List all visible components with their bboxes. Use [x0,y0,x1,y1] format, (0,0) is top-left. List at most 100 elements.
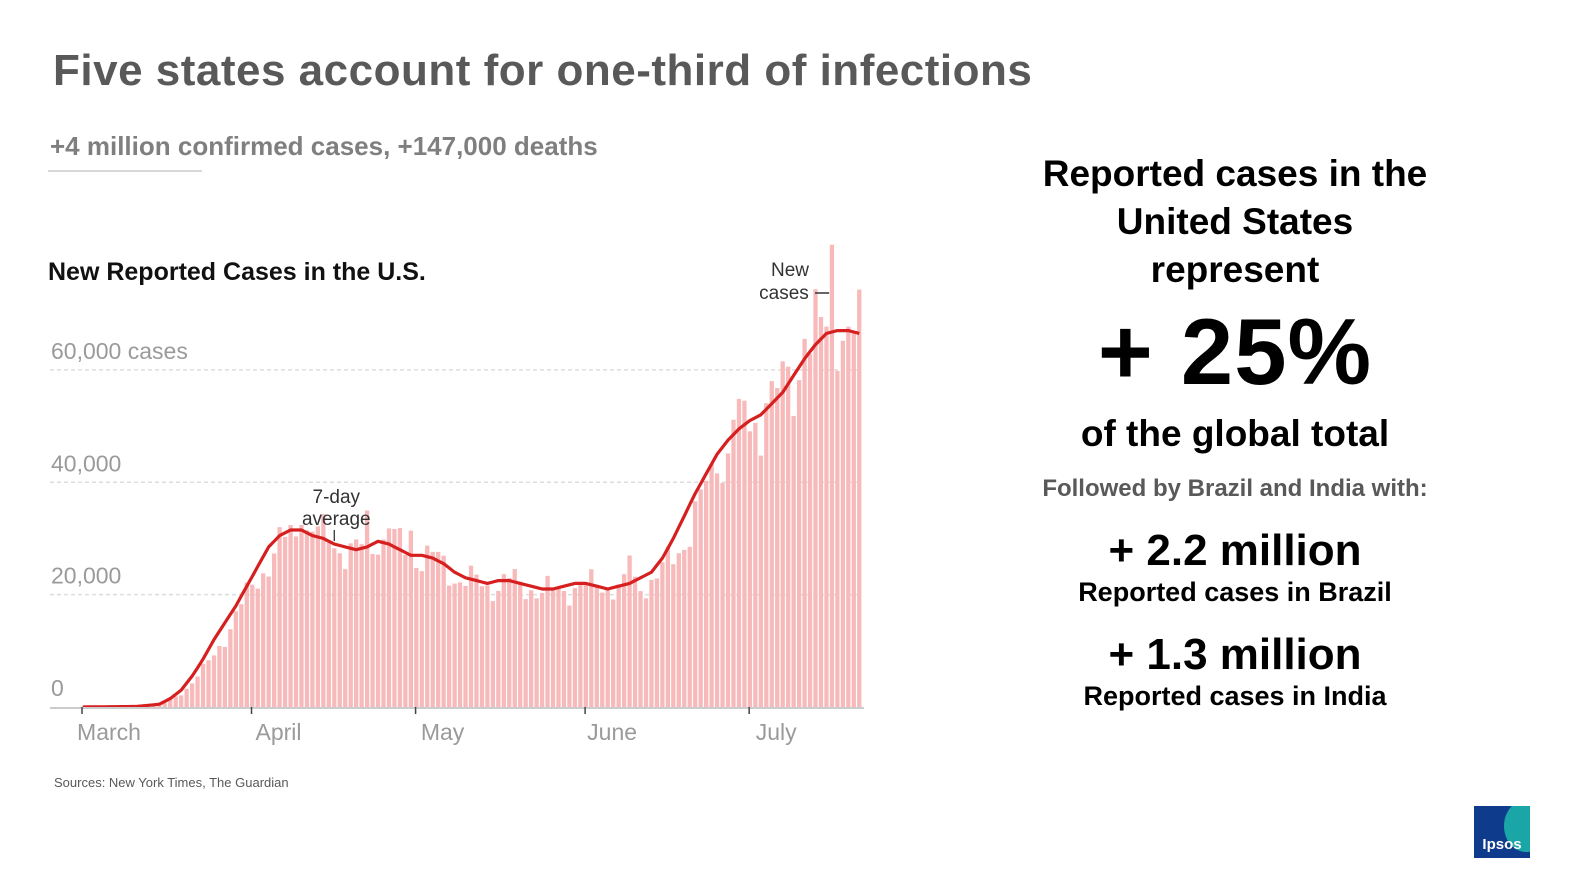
daily-case-bar [206,660,211,707]
daily-case-bar [693,501,698,707]
daily-case-bar [539,592,545,707]
india-cases-label: Reported cases in India [1083,681,1387,711]
daily-case-bar [649,579,654,707]
y-tick-label: 40,000 [51,450,121,476]
average-line-group [82,329,860,709]
daily-case-bar [326,542,331,707]
daily-case-bar [501,574,506,707]
daily-case-bar [293,536,299,707]
daily-case-bar [343,569,348,707]
daily-case-bar [665,546,671,707]
daily-case-bar [813,289,818,707]
daily-case-bar [173,696,178,707]
daily-case-bar [436,551,441,707]
daily-case-bar [758,455,763,707]
daily-case-bar [791,415,796,707]
daily-case-bar [632,576,638,707]
india-cases-value: + 1.3 million [1108,630,1362,679]
daily-case-bar [605,587,610,707]
daily-case-bar [736,398,742,707]
daily-case-bar [474,574,479,707]
daily-case-bar [392,529,397,707]
chart-title: New Reported Cases in the U.S. [48,258,426,286]
daily-case-bar [277,527,282,707]
daily-case-bar [512,569,517,707]
daily-case-bar [266,576,271,707]
daily-case-bar [720,482,725,707]
daily-case-bar [802,338,807,707]
daily-case-bar [709,463,714,707]
daily-case-bar [485,585,490,707]
daily-case-bar [217,646,222,707]
panel-heading-line: United States [1116,201,1354,242]
daily-case-bar [168,699,173,707]
y-tick-label: 20,000 [51,563,121,589]
x-tick-label: May [421,719,465,745]
x-tick-label: March [77,719,141,745]
daily-case-bar [818,317,824,707]
daily-case-bar [304,530,310,707]
daily-case-bar [654,578,660,707]
daily-case-bar [780,361,785,707]
x-tick-label: July [756,719,797,745]
x-tick-label: April [256,719,302,745]
daily-case-bar [348,543,353,707]
daily-case-bar [769,381,774,707]
logo-text: Ipsos [1482,836,1522,853]
daily-case-bar [468,565,474,707]
daily-case-bar [441,555,446,707]
daily-case-bar [731,419,736,707]
daily-case-bar [714,473,720,707]
daily-case-bar [725,453,731,707]
daily-case-bar [370,553,375,707]
daily-case-bar [200,663,206,707]
daily-case-bar [550,588,556,707]
daily-case-bar [321,514,326,707]
y-tick-label: 60,000 cases [51,338,188,364]
daily-case-bar [753,422,758,707]
daily-case-bar [747,431,753,707]
slide-subtitle: +4 million confirmed cases, +147,000 dea… [50,131,598,161]
daily-case-bar [381,539,386,707]
daily-case-bar [742,400,747,707]
daily-case-bar [518,581,523,707]
daily-case-bar [310,531,315,707]
us-share-caption: of the global total [1080,413,1390,454]
daily-case-bar [179,695,184,707]
daily-case-bar [250,584,255,707]
daily-case-bar [507,578,512,707]
daily-case-bar [840,340,845,707]
daily-case-bar [315,526,321,707]
daily-case-bar [611,599,616,707]
daily-case-bar [786,366,791,707]
daily-case-bar [479,586,485,707]
slide-title: Five states account for one-third of inf… [53,46,1033,95]
daily-case-bar [796,380,802,707]
daily-case-bar [578,584,583,707]
daily-case-bar [364,510,370,707]
us-share-value: + 25% [1097,299,1373,404]
annotation-average-label: 7-day [313,487,361,508]
daily-case-bar [523,599,528,707]
daily-case-bar [824,326,829,707]
daily-case-bar [244,582,249,707]
daily-case-bar [162,702,167,707]
daily-case-bar [228,629,233,707]
daily-case-bar [534,598,539,707]
daily-case-bar [211,655,217,707]
followed-by-note: Followed by Brazil and India with: [1042,475,1428,502]
daily-case-bar [545,575,550,707]
daily-case-bar [594,584,599,707]
cases-chart: 0 20,000 40,000 60,000 cases March April May Ju… [50,244,864,745]
daily-case-bar [698,489,703,707]
y-tick-label: 0 [51,675,64,701]
daily-case-bar [299,525,304,707]
daily-case-bar [332,548,337,707]
daily-case-bar [600,592,605,707]
seven-day-average-line [82,329,860,709]
right-panel: Reported cases in the United States repr… [990,150,1480,712]
annotation-average-label: average [302,509,371,530]
daily-case-bar [572,588,578,707]
panel-heading: Reported cases in the United States repr… [990,150,1480,294]
daily-case-bar [189,683,195,707]
